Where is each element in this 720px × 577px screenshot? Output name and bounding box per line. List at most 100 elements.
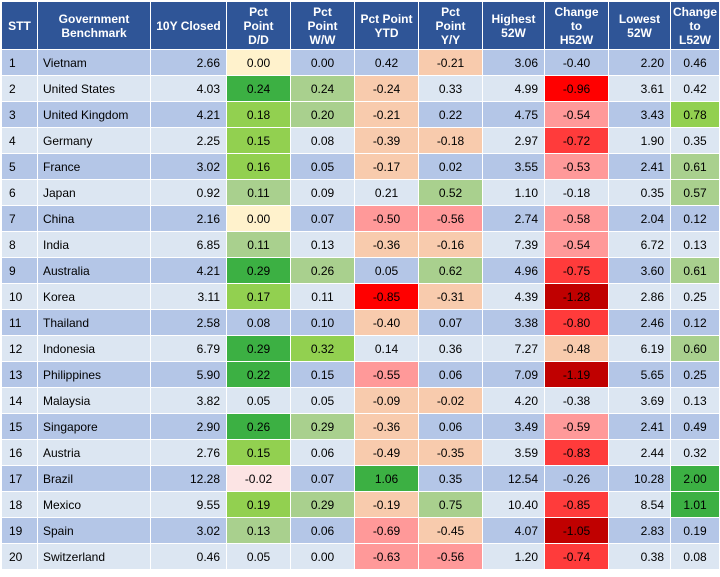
- cell-pct-dd: 0.17: [226, 283, 291, 310]
- cell-change-l52w: 0.42: [670, 75, 720, 102]
- cell-lowest-52w: 3.60: [608, 257, 671, 284]
- cell-10y-closed: 4.21: [150, 101, 227, 128]
- header-lowest-52w: Lowest 52W: [608, 1, 671, 50]
- cell-pct-dd: 0.19: [226, 491, 291, 518]
- cell-change-l52w: 0.32: [670, 439, 720, 466]
- cell-pct-yy: 0.06: [418, 361, 483, 388]
- cell-pct-ytd: 0.05: [354, 257, 419, 284]
- cell-10y-closed: 0.46: [150, 543, 227, 570]
- cell-pct-dd: 0.15: [226, 127, 291, 154]
- cell-pct-ww: 0.06: [290, 517, 355, 544]
- header-10y-closed: 10Y Closed: [150, 1, 227, 50]
- cell-pct-ww: 0.05: [290, 387, 355, 414]
- cell-stt: 1: [1, 49, 38, 76]
- cell-benchmark: Brazil: [37, 465, 151, 492]
- cell-stt: 11: [1, 309, 38, 336]
- header-pct-ytd: Pct Point YTD: [354, 1, 419, 50]
- cell-pct-ww: 0.29: [290, 491, 355, 518]
- cell-stt: 12: [1, 335, 38, 362]
- cell-lowest-52w: 2.41: [608, 413, 671, 440]
- cell-benchmark: Japan: [37, 179, 151, 206]
- cell-pct-ww: 0.26: [290, 257, 355, 284]
- cell-change-h52w: -0.58: [544, 205, 609, 232]
- cell-pct-ytd: -0.85: [354, 283, 419, 310]
- header-pct-dd: Pct Point D/D: [226, 1, 291, 50]
- cell-highest-52w: 1.20: [482, 543, 545, 570]
- cell-pct-ww: 0.05: [290, 153, 355, 180]
- cell-pct-yy: 0.33: [418, 75, 483, 102]
- cell-highest-52w: 1.10: [482, 179, 545, 206]
- cell-pct-yy: 0.62: [418, 257, 483, 284]
- cell-pct-dd: 0.11: [226, 179, 291, 206]
- cell-benchmark: Indonesia: [37, 335, 151, 362]
- cell-10y-closed: 2.25: [150, 127, 227, 154]
- cell-10y-closed: 3.02: [150, 153, 227, 180]
- cell-highest-52w: 4.39: [482, 283, 545, 310]
- cell-pct-ww: 0.29: [290, 413, 355, 440]
- cell-10y-closed: 5.90: [150, 361, 227, 388]
- cell-highest-52w: 4.99: [482, 75, 545, 102]
- table-row: 17 Brazil 12.28 -0.02 0.07 1.06 0.35 12.54 -0.26…: [1, 465, 720, 492]
- cell-benchmark: Malaysia: [37, 387, 151, 414]
- cell-benchmark: Austria: [37, 439, 151, 466]
- cell-pct-ww: 0.10: [290, 309, 355, 336]
- cell-10y-closed: 12.28: [150, 465, 227, 492]
- cell-benchmark: Thailand: [37, 309, 151, 336]
- cell-10y-closed: 0.92: [150, 179, 227, 206]
- table-row: 18 Mexico 9.55 0.19 0.29 -0.19 0.75 10.40 -0.85 8…: [1, 491, 720, 518]
- cell-10y-closed: 3.02: [150, 517, 227, 544]
- cell-10y-closed: 4.03: [150, 75, 227, 102]
- cell-pct-ytd: -0.55: [354, 361, 419, 388]
- cell-highest-52w: 4.20: [482, 387, 545, 414]
- cell-10y-closed: 2.76: [150, 439, 227, 466]
- cell-highest-52w: 4.07: [482, 517, 545, 544]
- cell-benchmark: China: [37, 205, 151, 232]
- cell-pct-ww: 0.08: [290, 127, 355, 154]
- cell-change-h52w: -0.59: [544, 413, 609, 440]
- table-row: 4 Germany 2.25 0.15 0.08 -0.39 -0.18 2.97 -0.72 1…: [1, 127, 720, 154]
- cell-pct-ytd: 0.21: [354, 179, 419, 206]
- table-row: 7 China 2.16 0.00 0.07 -0.50 -0.56 2.74 -0.58 2.0…: [1, 205, 720, 232]
- cell-10y-closed: 3.11: [150, 283, 227, 310]
- cell-change-h52w: -0.26: [544, 465, 609, 492]
- cell-10y-closed: 9.55: [150, 491, 227, 518]
- cell-pct-dd: 0.29: [226, 335, 291, 362]
- cell-pct-dd: 0.05: [226, 543, 291, 570]
- cell-stt: 8: [1, 231, 38, 258]
- cell-stt: 16: [1, 439, 38, 466]
- table-row: 3 United Kingdom 4.21 0.18 0.20 -0.21 0.22 4.75…: [1, 101, 720, 128]
- header-benchmark: Government Benchmark: [37, 1, 151, 50]
- table-row: 15 Singapore 2.90 0.26 0.29 -0.36 0.06 3.49 -0.5…: [1, 413, 720, 440]
- cell-lowest-52w: 2.86: [608, 283, 671, 310]
- header-row: STT Government Benchmark 10Y Closed Pct …: [1, 1, 720, 50]
- cell-change-l52w: 0.08: [670, 543, 720, 570]
- cell-highest-52w: 3.55: [482, 153, 545, 180]
- cell-pct-yy: 0.22: [418, 101, 483, 128]
- cell-change-h52w: -0.54: [544, 231, 609, 258]
- cell-lowest-52w: 0.38: [608, 543, 671, 570]
- cell-change-l52w: 0.13: [670, 231, 720, 258]
- cell-stt: 19: [1, 517, 38, 544]
- cell-lowest-52w: 0.35: [608, 179, 671, 206]
- cell-pct-ytd: -0.40: [354, 309, 419, 336]
- table-body: 1 Vietnam 2.66 0.00 0.00 0.42 -0.21 3.06 -0.40 2.…: [1, 49, 720, 570]
- cell-benchmark: Switzerland: [37, 543, 151, 570]
- cell-change-h52w: -0.53: [544, 153, 609, 180]
- cell-pct-dd: 0.15: [226, 439, 291, 466]
- cell-pct-dd: -0.02: [226, 465, 291, 492]
- cell-stt: 18: [1, 491, 38, 518]
- cell-change-h52w: -0.72: [544, 127, 609, 154]
- cell-benchmark: Vietnam: [37, 49, 151, 76]
- cell-stt: 3: [1, 101, 38, 128]
- cell-change-l52w: 1.01: [670, 491, 720, 518]
- table-row: 5 France 3.02 0.16 0.05 -0.17 0.02 3.55 -0.53 2.4…: [1, 153, 720, 180]
- cell-change-l52w: 0.25: [670, 361, 720, 388]
- cell-lowest-52w: 2.44: [608, 439, 671, 466]
- table-row: 6 Japan 0.92 0.11 0.09 0.21 0.52 1.10 -0.18 0.35 0…: [1, 179, 720, 206]
- cell-change-l52w: 2.00: [670, 465, 720, 492]
- cell-stt: 4: [1, 127, 38, 154]
- cell-lowest-52w: 6.19: [608, 335, 671, 362]
- cell-pct-ytd: -0.21: [354, 101, 419, 128]
- cell-pct-ww: 0.07: [290, 465, 355, 492]
- cell-pct-ytd: -0.69: [354, 517, 419, 544]
